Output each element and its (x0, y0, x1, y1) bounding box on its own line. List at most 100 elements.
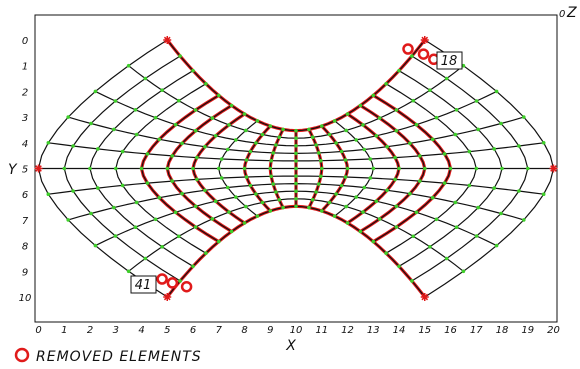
mesh-node (204, 251, 208, 255)
mesh-node (428, 88, 432, 92)
mesh-node (145, 181, 150, 185)
mesh-node (317, 151, 321, 155)
mesh-node (160, 88, 164, 92)
callout-top-right-box (436, 51, 463, 70)
mesh-node (428, 245, 432, 249)
mesh-node (343, 158, 348, 162)
x-tick-label: 19 (521, 325, 534, 336)
mesh-node (339, 149, 344, 154)
mesh-node (112, 205, 116, 210)
mesh-node (310, 135, 315, 139)
mesh-node (294, 174, 298, 178)
mesh-node (320, 124, 324, 128)
support-asterisk-stroke (35, 165, 42, 172)
mesh-node (274, 190, 278, 194)
x-tick-label: 2 (87, 325, 93, 336)
mesh-node (334, 192, 338, 196)
mesh-node (517, 144, 521, 148)
mesh-node (294, 189, 298, 193)
mesh-node (394, 204, 399, 209)
mesh-node (467, 149, 472, 154)
mesh-node (195, 177, 199, 182)
mesh-node (271, 182, 276, 186)
y-tick-label: 10 (19, 293, 32, 304)
mesh-node (113, 234, 118, 238)
mesh-node (173, 210, 178, 215)
mesh-node (89, 121, 93, 126)
mesh-node (120, 183, 125, 188)
mesh-node (234, 195, 238, 199)
mesh-node (371, 93, 376, 98)
mesh-node (126, 63, 131, 68)
mesh-node (294, 181, 298, 186)
y-tick-label: 6 (22, 190, 28, 201)
callout-bottom-left-box (130, 275, 157, 294)
mesh-node (277, 198, 282, 202)
callout-bottom-left-label: 41 (135, 278, 152, 293)
mesh-node (307, 205, 311, 210)
mesh-node (358, 229, 363, 234)
mesh-node (133, 108, 138, 112)
mesh-node (397, 68, 401, 73)
mesh-node (71, 144, 75, 148)
mesh-node (339, 183, 344, 188)
y-tick-label: 7 (22, 216, 29, 227)
x-axis-title: X (285, 338, 296, 354)
x-axis-ticks: 0 1 2 3 4 5 6 7 8 9 10 11 12 13 14 15 16 17 18 19 20 (35, 325, 560, 336)
mesh-node (393, 155, 397, 160)
support-asterisk-stroke (163, 293, 171, 301)
mesh-node (345, 221, 350, 225)
mesh-node (294, 166, 298, 171)
mesh-node (442, 152, 447, 156)
mesh-node (260, 132, 265, 137)
mesh-node (541, 141, 546, 145)
mesh-node (344, 128, 349, 133)
mesh-node (294, 128, 298, 133)
mesh-node (494, 89, 499, 94)
mesh-node (248, 183, 253, 188)
mesh-node (397, 166, 401, 171)
y-tick-label: 9 (22, 267, 28, 278)
y-axis-ticks: 0 1 2 3 4 5 6 7 8 9 10 (19, 36, 32, 304)
removed-element-marker (156, 273, 168, 285)
mesh-node (410, 54, 414, 58)
mesh-node (93, 89, 98, 94)
mesh-node (93, 243, 98, 248)
mesh-node (193, 108, 198, 112)
mesh-node (354, 138, 359, 142)
mesh-node (423, 166, 427, 171)
mesh-node (143, 256, 148, 261)
y-tick-label: 1 (22, 62, 28, 73)
mesh-node (242, 112, 247, 116)
mesh-node (269, 174, 274, 179)
mesh-node (191, 166, 195, 171)
y-tick-label: 0 (22, 36, 28, 47)
mesh-node (368, 157, 373, 161)
mesh-node (454, 108, 459, 112)
x-tick-label: 13 (367, 325, 380, 336)
mesh-node (191, 68, 195, 73)
mesh-node (170, 179, 174, 183)
mesh-node (499, 211, 503, 216)
mesh-node (500, 166, 504, 171)
support-asterisk (420, 36, 429, 44)
mesh-node (517, 189, 521, 193)
mesh-node (217, 93, 221, 98)
mesh-node (281, 205, 285, 210)
mesh-node (526, 166, 530, 171)
mesh-node (358, 103, 363, 108)
x-tick-label: 14 (393, 325, 406, 336)
mesh-node (268, 209, 273, 213)
mesh-node (294, 159, 298, 163)
support-asterisk-stroke (421, 36, 429, 44)
mesh-node (453, 132, 458, 137)
mesh-node (46, 192, 51, 196)
mesh-node (444, 76, 449, 81)
mesh-node (178, 279, 182, 283)
mesh-node (474, 166, 479, 171)
mesh-node (160, 245, 164, 249)
mesh-node (66, 115, 70, 119)
support-asterisk (163, 293, 172, 301)
mesh-node (444, 256, 449, 261)
mesh-node (492, 186, 497, 190)
